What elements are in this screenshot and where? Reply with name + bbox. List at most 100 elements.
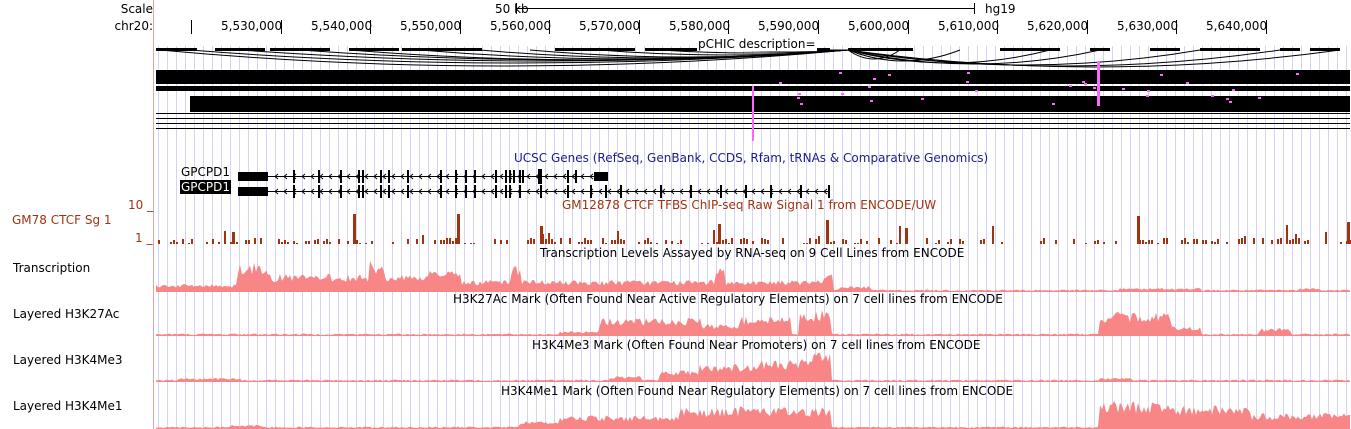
pchic-highlight [779, 82, 782, 84]
gene-strand-chevron [373, 188, 378, 195]
ctcf-signal-bar [260, 238, 262, 244]
h3k4me3-track[interactable] [156, 352, 1350, 382]
gridline [941, 46, 942, 429]
gene-exon [340, 185, 342, 198]
ctcf-signal-bar [806, 243, 808, 244]
h3k4me1-side-label[interactable]: Layered H3K4Me1 [13, 399, 123, 413]
h3k4me3-side-label[interactable]: Layered H3K4Me3 [13, 353, 123, 367]
gridline [761, 46, 762, 429]
gridline [1094, 46, 1095, 429]
ctcf-signal-track[interactable] [158, 214, 1351, 244]
ctcf-signal-bar [1001, 242, 1003, 244]
ctcf-signal-bar [926, 238, 928, 244]
ctcf-signal-bar [1205, 240, 1207, 244]
gene-utr-block [238, 187, 268, 196]
gene-exon [474, 170, 476, 183]
ctcf-signal-bar [611, 240, 613, 244]
gene-exon [690, 185, 692, 198]
gridline [896, 46, 897, 429]
ctcf-track-title[interactable]: GM12878 CTCF TFBS ChIP-seq Raw Signal 1 … [562, 198, 937, 212]
gene-strand-chevron [616, 188, 621, 195]
h3k4me1-track-title[interactable]: H3K4Me1 Mark (Often Found Near Regulator… [501, 384, 1014, 398]
ctcf-signal-bar [554, 242, 556, 244]
gridline [266, 46, 267, 429]
transcription-track[interactable] [156, 260, 1350, 292]
gene-strand-chevron [643, 188, 648, 195]
gridline [734, 46, 735, 429]
base-position-ruler[interactable] [191, 3, 1267, 34]
gene-strand-chevron [598, 188, 603, 195]
pchic-track[interactable] [156, 48, 1350, 141]
gene-strand-chevron [364, 188, 369, 195]
gene-strand-chevron [436, 188, 441, 195]
ctcf-signal-bar [1307, 240, 1309, 244]
pchic-highlight [1226, 98, 1229, 100]
pchic-track-title[interactable]: pCHIC description= [697, 37, 817, 51]
ctcf-signal-bar [176, 242, 178, 244]
ctcf-signal-bar [305, 241, 307, 244]
gene-strand-chevron [553, 188, 558, 195]
gene-strand-chevron [652, 188, 657, 195]
gene-exon [358, 170, 360, 183]
gene-strand-chevron [274, 173, 279, 180]
ctcf-signal-bar [473, 243, 475, 244]
ctcf-signal-bar [830, 242, 832, 244]
ctcf-signal-bar [323, 241, 325, 244]
gene-exon [522, 170, 524, 183]
pchic-bar [1000, 48, 1060, 51]
transcription-track-title[interactable]: Transcription Levels Assayed by RNA-seq … [540, 246, 965, 260]
gene-utr-block [238, 172, 268, 181]
signal-area [156, 260, 1350, 292]
gridline [158, 46, 159, 429]
pchic-highlight [888, 74, 891, 76]
ctcf-signal-bar [284, 240, 286, 244]
pchic-arc [599, 49, 849, 56]
pchic-highlight [873, 78, 876, 80]
h3k27ac-track[interactable] [156, 310, 1350, 336]
ruler-tick [997, 20, 998, 34]
ctcf-signal-bar [407, 239, 409, 244]
gene-strand-chevron [697, 188, 702, 195]
gene-strand-chevron [805, 188, 810, 195]
gene-strand-chevron [634, 188, 639, 195]
gridline [1346, 46, 1347, 429]
gene-exon [474, 185, 476, 198]
ucsc-genes-track[interactable] [238, 169, 830, 198]
h3k27ac-side-label[interactable]: Layered H3K27Ac [13, 307, 120, 321]
ctcf-signal-bar [743, 238, 745, 244]
ctcf-signal-bar [1148, 240, 1150, 244]
gene-exon [538, 169, 542, 184]
gene-strand-chevron [409, 188, 414, 195]
gene-label[interactable]: GPCPD1 [181, 165, 231, 179]
h3k27ac-track-title[interactable]: H3K27Ac Mark (Often Found Near Active Re… [453, 292, 1003, 306]
ruler-tick [1176, 20, 1177, 34]
pchic-highlight [1122, 88, 1125, 90]
ctcf-signal-bar [1340, 242, 1342, 244]
ctcf-signal-bar [329, 242, 331, 244]
h3k4me3-track-title[interactable]: H3K4Me3 Mark (Often Found Near Promoters… [532, 338, 981, 352]
pchic-highlight [975, 90, 978, 92]
ctcf-signal-bar [1142, 240, 1144, 244]
ucsc-genes-track-title[interactable]: UCSC Genes (RefSeq, GenBank, CCDS, Rfam,… [514, 151, 989, 165]
h3k4me1-track[interactable] [156, 401, 1350, 429]
ctcf-signal-bar [617, 231, 619, 244]
ctcf-signal-bar [1304, 241, 1306, 244]
ctcf-signal-bar [470, 243, 472, 244]
gene-strand-chevron [670, 188, 675, 195]
ctcf-signal-bar [809, 238, 811, 244]
transcription-side-label[interactable]: Transcription [13, 261, 91, 275]
gene-strand-chevron [418, 188, 423, 195]
ctcf-signal-bar [854, 243, 856, 244]
pchic-highlight [1229, 101, 1232, 103]
scale-bar-end [516, 3, 517, 14]
gene-label-selected[interactable]: GPCPD1 [180, 180, 232, 194]
ctcf-side-label[interactable]: GM78 CTCF Sg 1 [12, 213, 112, 227]
ctcf-signal-bar [560, 238, 562, 244]
vertical-gridlines [158, 46, 1347, 429]
pchic-highlight [1160, 74, 1163, 76]
gene-strand-chevron [274, 188, 279, 195]
gene-strand-chevron [427, 188, 432, 195]
gridline [716, 46, 717, 429]
gene-strand-chevron [382, 173, 387, 180]
